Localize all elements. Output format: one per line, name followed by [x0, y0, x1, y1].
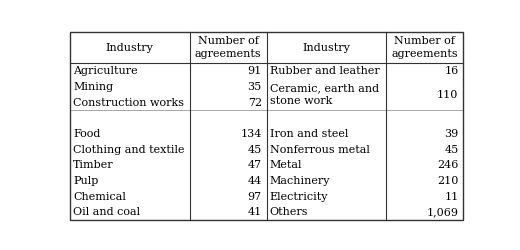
- Text: 110: 110: [437, 90, 459, 100]
- Text: 35: 35: [248, 82, 262, 92]
- Text: 45: 45: [248, 144, 262, 154]
- Text: 16: 16: [444, 66, 459, 76]
- Text: Ceramic, earth and
stone work: Ceramic, earth and stone work: [270, 83, 379, 106]
- Text: 41: 41: [248, 207, 262, 217]
- Text: Others: Others: [270, 207, 308, 217]
- Text: 39: 39: [444, 129, 459, 139]
- Text: Clothing and textile: Clothing and textile: [73, 144, 185, 154]
- Text: Industry: Industry: [303, 43, 350, 53]
- Text: 47: 47: [248, 160, 262, 170]
- Text: Chemical: Chemical: [73, 192, 126, 202]
- Text: Oil and coal: Oil and coal: [73, 207, 140, 217]
- Text: Machinery: Machinery: [270, 176, 330, 186]
- Text: Mining: Mining: [73, 82, 113, 92]
- Text: Timber: Timber: [73, 160, 113, 170]
- Text: Electricity: Electricity: [270, 192, 328, 202]
- Text: Metal: Metal: [270, 160, 302, 170]
- Text: Food: Food: [73, 129, 100, 139]
- Text: Rubber and leather: Rubber and leather: [270, 66, 380, 76]
- Text: Nonferrous metal: Nonferrous metal: [270, 144, 370, 154]
- Text: Pulp: Pulp: [73, 176, 98, 186]
- Text: 134: 134: [240, 129, 262, 139]
- Text: Industry: Industry: [106, 43, 154, 53]
- Text: 91: 91: [248, 66, 262, 76]
- Text: Number of
agreements: Number of agreements: [195, 36, 262, 60]
- Text: Construction works: Construction works: [73, 98, 184, 108]
- Text: 210: 210: [437, 176, 459, 186]
- Text: 246: 246: [437, 160, 459, 170]
- Text: 44: 44: [248, 176, 262, 186]
- Text: 1,069: 1,069: [426, 207, 459, 217]
- Text: 72: 72: [248, 98, 262, 108]
- Text: Iron and steel: Iron and steel: [270, 129, 348, 139]
- Text: 11: 11: [444, 192, 459, 202]
- Text: Agriculture: Agriculture: [73, 66, 138, 76]
- Text: 45: 45: [444, 144, 459, 154]
- Text: Number of
agreements: Number of agreements: [392, 36, 458, 60]
- Text: 97: 97: [248, 192, 262, 202]
